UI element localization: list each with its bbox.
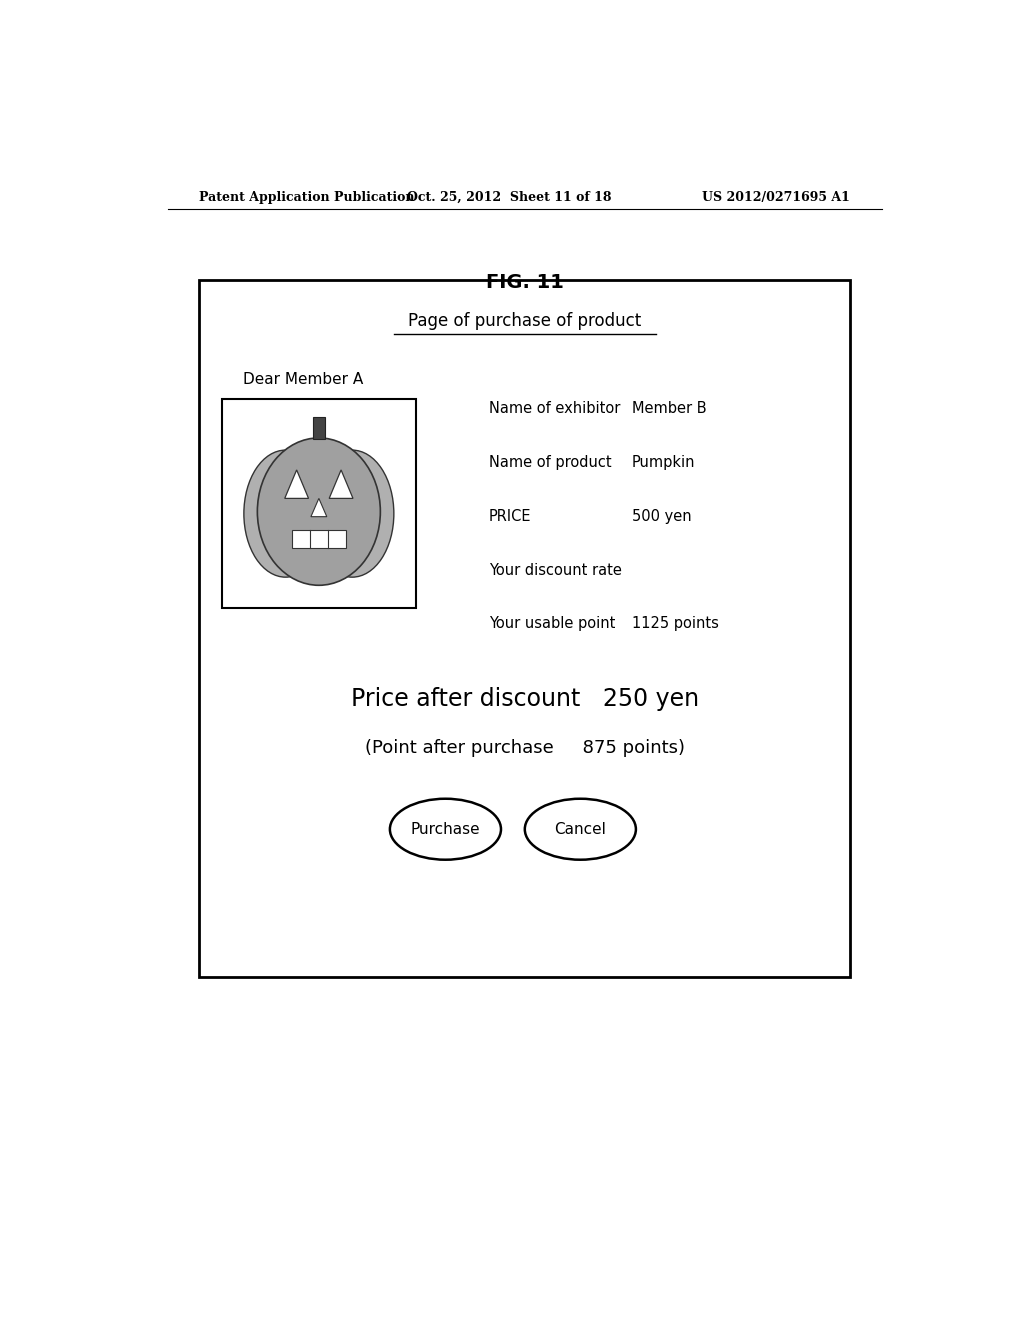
Text: Cancel: Cancel	[554, 822, 606, 837]
Text: Your discount rate: Your discount rate	[489, 562, 622, 578]
Text: Price after discount   250 yen: Price after discount 250 yen	[351, 688, 698, 711]
Text: Name of exhibitor: Name of exhibitor	[489, 401, 621, 416]
Text: Patent Application Publication: Patent Application Publication	[200, 190, 415, 203]
Text: US 2012/0271695 A1: US 2012/0271695 A1	[702, 190, 850, 203]
Ellipse shape	[310, 450, 394, 577]
Text: Pumpkin: Pumpkin	[632, 455, 695, 470]
Polygon shape	[285, 470, 308, 499]
Ellipse shape	[524, 799, 636, 859]
Text: Page of purchase of product: Page of purchase of product	[409, 312, 641, 330]
Text: 500 yen: 500 yen	[632, 508, 691, 524]
Polygon shape	[311, 499, 327, 516]
Ellipse shape	[244, 450, 328, 577]
Ellipse shape	[257, 438, 380, 585]
Ellipse shape	[390, 799, 501, 859]
Bar	[292, 529, 346, 548]
Bar	[221, 399, 416, 607]
Text: (Point after purchase     875 points): (Point after purchase 875 points)	[365, 739, 685, 756]
Text: Purchase: Purchase	[411, 822, 480, 837]
Text: Member B: Member B	[632, 401, 707, 416]
Bar	[200, 280, 850, 977]
Text: FIG. 11: FIG. 11	[485, 273, 564, 292]
Text: 1125 points: 1125 points	[632, 616, 719, 631]
Text: Dear Member A: Dear Member A	[243, 372, 364, 388]
Text: Oct. 25, 2012  Sheet 11 of 18: Oct. 25, 2012 Sheet 11 of 18	[407, 190, 611, 203]
Text: Name of product: Name of product	[489, 455, 611, 470]
Text: PRICE: PRICE	[489, 508, 531, 524]
Text: Your usable point: Your usable point	[489, 616, 615, 631]
Bar	[312, 417, 326, 440]
Polygon shape	[329, 470, 353, 499]
